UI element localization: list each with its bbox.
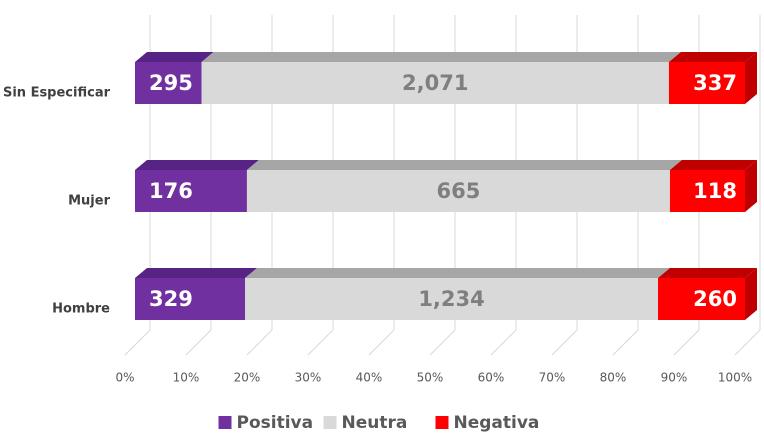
- bar-top: [658, 268, 757, 278]
- bar-face: [201, 62, 669, 104]
- legend-label: Neutra: [342, 413, 408, 433]
- legend-swatch: [323, 416, 337, 429]
- bar-segment: [658, 268, 757, 320]
- data-label: 1,234: [418, 287, 484, 311]
- bar-top: [135, 268, 258, 278]
- bar-face: [669, 170, 745, 212]
- grid-line: [185, 329, 212, 356]
- grid-line: [429, 329, 456, 356]
- x-tick-label: 80%: [600, 371, 627, 385]
- y-tick-label: Hombre: [52, 302, 110, 317]
- x-tick-label: 0%: [115, 371, 134, 385]
- bar-side: [745, 160, 757, 212]
- legend-label: Positiva: [237, 413, 314, 433]
- x-tick-label: 10%: [173, 371, 200, 385]
- grid-line: [490, 329, 517, 356]
- x-tick-label: 60%: [478, 371, 505, 385]
- legend-swatch: [435, 416, 449, 429]
- data-label: 260: [693, 287, 737, 311]
- bar-top: [201, 52, 681, 62]
- legend-label: Negativa: [454, 413, 540, 433]
- data-label: 337: [693, 71, 737, 95]
- data-label: 118: [693, 179, 737, 203]
- x-tick-label: 50%: [417, 371, 444, 385]
- bar-segment: [668, 52, 757, 104]
- data-label: 295: [149, 71, 193, 95]
- y-tick-label: Sin Especificar: [3, 86, 111, 101]
- x-tick-label: 90%: [661, 371, 688, 385]
- bar-top: [669, 160, 757, 170]
- bar-top: [135, 52, 214, 62]
- grid-line: [246, 329, 273, 356]
- grid-line: [673, 329, 700, 356]
- grid-line: [734, 329, 761, 356]
- bar-face: [245, 278, 659, 320]
- bar-face: [135, 278, 246, 320]
- bar-face: [658, 278, 745, 320]
- bar-segment: [135, 52, 214, 104]
- bar-top: [245, 268, 671, 278]
- x-tick-label: 100%: [718, 371, 752, 385]
- bar-top: [135, 160, 259, 170]
- bar-segment: [135, 160, 259, 212]
- bar-segment: [201, 52, 681, 104]
- grid-line: [551, 329, 578, 356]
- x-tick-label: 30%: [295, 371, 322, 385]
- x-tick-label: 20%: [234, 371, 261, 385]
- x-tick-label: 70%: [539, 371, 566, 385]
- grid-line: [368, 329, 395, 356]
- data-label: 2,071: [402, 71, 468, 95]
- bar-side: [745, 52, 757, 104]
- grid-line: [612, 329, 639, 356]
- grid-line: [124, 329, 151, 356]
- bar-segment: [669, 160, 757, 212]
- bar-top: [668, 52, 757, 62]
- data-label: 176: [149, 179, 193, 203]
- data-label: 329: [149, 287, 193, 311]
- bar-face: [135, 170, 247, 212]
- data-label: 665: [437, 179, 481, 203]
- bar-segment: [246, 160, 682, 212]
- bar-top: [246, 160, 682, 170]
- x-tick-label: 40%: [356, 371, 383, 385]
- bar-face: [246, 170, 670, 212]
- bar-face: [135, 62, 202, 104]
- grid-line: [307, 329, 334, 356]
- bar-segment: [245, 268, 671, 320]
- bar-side: [745, 268, 757, 320]
- bar-segment: [135, 268, 258, 320]
- y-tick-label: Mujer: [68, 194, 110, 209]
- legend-swatch: [218, 416, 232, 429]
- bar-face: [668, 62, 745, 104]
